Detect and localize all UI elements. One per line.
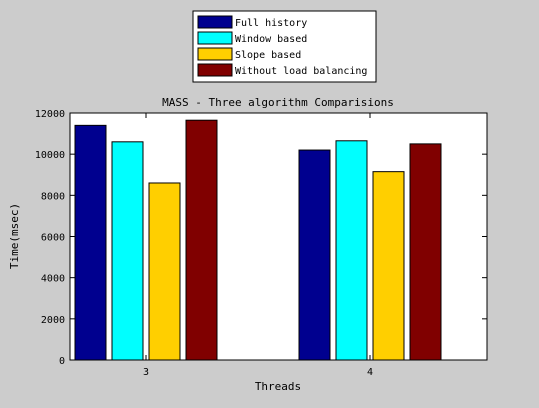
- y-tick-label: 2000: [41, 315, 65, 326]
- legend-swatch: [197, 31, 233, 45]
- bars: [74, 119, 442, 361]
- bar: [148, 182, 181, 361]
- legend-swatch: [197, 47, 233, 61]
- y-tick-label: 10000: [35, 150, 65, 161]
- x-axis-label: Threads: [255, 380, 301, 393]
- y-tick-label: 4000: [41, 274, 65, 285]
- legend-label: Slope based: [235, 50, 301, 61]
- bar: [185, 119, 218, 361]
- y-tick-label: 6000: [41, 233, 65, 244]
- bar: [111, 141, 144, 361]
- y-tick-label: 8000: [41, 191, 65, 202]
- bar: [409, 143, 442, 361]
- bar: [74, 124, 107, 361]
- bar: [298, 149, 331, 361]
- y-tick-label: 12000: [35, 109, 65, 120]
- x-tick-label: 3: [143, 367, 149, 378]
- chart-title: MASS - Three algorithm Comparisions: [162, 96, 394, 109]
- legend-swatch: [197, 63, 233, 77]
- legend-label: Full history: [235, 18, 307, 29]
- legend-label: Window based: [235, 34, 307, 45]
- legend-label: Without load balancing: [235, 66, 367, 77]
- legend: Full history Window based Slope based Witho…: [192, 10, 377, 83]
- y-tick-label: 0: [59, 356, 65, 367]
- y-axis: 0 2000 4000 6000 8000 10000 12000: [35, 109, 487, 367]
- x-tick-label: 4: [367, 367, 373, 378]
- legend-swatch: [197, 15, 233, 29]
- bar: [335, 140, 368, 361]
- bar: [372, 171, 405, 361]
- y-axis-label: Time(msec): [8, 203, 21, 269]
